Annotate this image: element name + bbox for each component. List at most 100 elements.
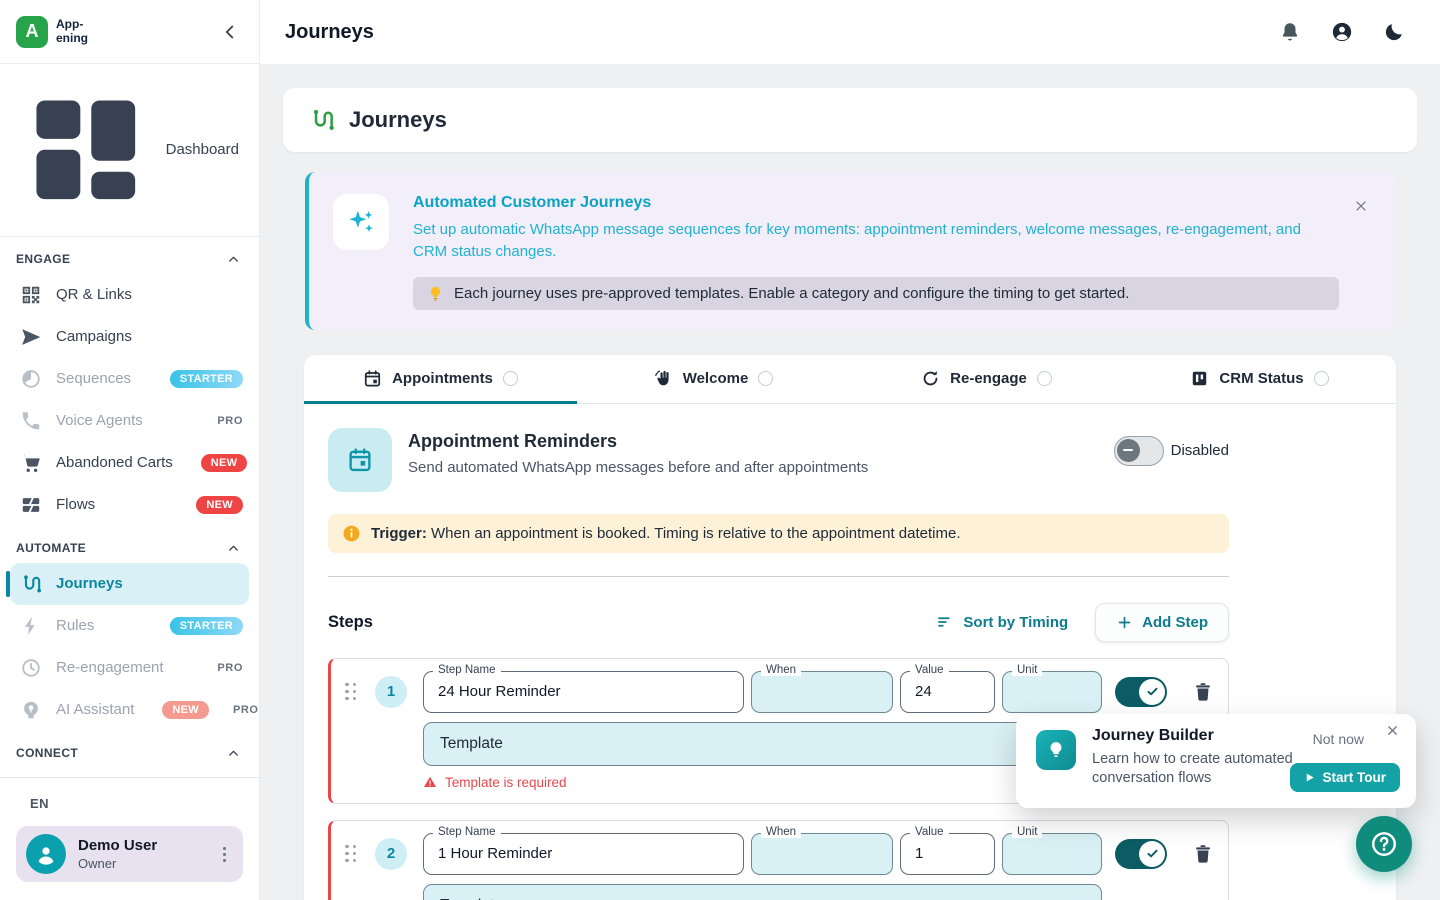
new-badge: NEW (196, 495, 243, 514)
step-unit-select[interactable]: Unit (1002, 663, 1102, 713)
avatar (26, 834, 66, 874)
tour-description: Learn how to create automated conversati… (1092, 751, 1293, 786)
step-name-input[interactable] (438, 683, 729, 700)
step-name-input[interactable] (438, 845, 729, 862)
step-unit-select[interactable]: Unit (1002, 825, 1102, 875)
sidebar-item-label: Voice Agents (56, 412, 143, 430)
trigger-text-wrap: Trigger: When an appointment is booked. … (371, 525, 960, 542)
step-value-field: Value (900, 825, 995, 875)
start-tour-label: Start Tour (1322, 770, 1387, 785)
step-number-badge: 2 (375, 837, 407, 870)
account-icon[interactable] (1331, 21, 1353, 43)
topbar: Journeys (260, 0, 1440, 64)
lightning-icon (25, 616, 35, 635)
step-when-select[interactable]: When (751, 825, 893, 875)
sidebar-item-ai-assistant[interactable]: AI Assistant NEW PRO (0, 689, 259, 731)
banner-title: Automated Customer Journeys (413, 194, 652, 211)
section-connect[interactable]: CONNECT (0, 731, 259, 768)
tab-appointments[interactable]: Appointments (304, 355, 577, 404)
trigger-info: Trigger: When an appointment is booked. … (328, 513, 1229, 553)
logo-line2: ening (56, 30, 88, 45)
start-tour-button[interactable]: Start Tour (1289, 763, 1400, 792)
delete-step-icon[interactable] (1192, 842, 1214, 866)
step-enabled-toggle[interactable] (1115, 838, 1167, 869)
close-icon[interactable] (1353, 198, 1369, 214)
sidebar-item-flows[interactable]: Flows NEW (0, 484, 259, 526)
sidebar-item-sequences[interactable]: Sequences STARTER (0, 358, 259, 400)
template-select[interactable]: Template (423, 883, 1102, 900)
person-icon (38, 847, 54, 865)
bell-icon[interactable] (1279, 21, 1301, 43)
section-engage[interactable]: ENGAGE (0, 237, 259, 274)
sidebar-item-label: AI Assistant (56, 701, 135, 719)
new-badge: NEW (162, 700, 209, 719)
sidebar-item-label: Flows (56, 496, 96, 514)
section-title: AUTOMATE (16, 541, 87, 556)
step-when-select[interactable]: When (751, 663, 893, 713)
page-content: Journeys Automated Customer Journeys Set… (260, 64, 1440, 900)
banner-body: Automated Customer Journeys Set up autom… (413, 194, 1369, 310)
sort-by-timing-button[interactable]: Sort by Timing (936, 613, 1068, 631)
journey-builder-tour-popup: Journey Builder Learn how to create auto… (1016, 714, 1416, 808)
appointments-panel: Appointment Reminders Send automated Wha… (304, 404, 1396, 900)
sidebar-item-inbox[interactable]: Inbox (0, 768, 259, 777)
main-area: Journeys Journeys Automated Customer Jou… (260, 0, 1440, 900)
sidebar-item-voice-agents[interactable]: Voice Agents PRO (0, 400, 259, 442)
sidebar-item-label: Abandoned Carts (56, 454, 173, 472)
journeys-icon (24, 574, 41, 593)
sidebar-item-label: Sequences (56, 370, 132, 388)
phone-icon (22, 411, 40, 429)
when-label: When (761, 663, 802, 676)
dark-mode-icon[interactable] (1383, 21, 1405, 43)
journeys-panel: Appointments Welcome Re-engage (304, 354, 1396, 900)
sidebar-item-campaigns[interactable]: Campaigns (0, 316, 259, 358)
add-step-button[interactable]: Add Step (1095, 602, 1229, 642)
tab-status-indicator (1036, 371, 1052, 386)
tour-bulb-icon (1036, 730, 1076, 770)
play-icon (1306, 773, 1314, 782)
language-selector[interactable]: EN (30, 796, 50, 811)
sidebar-item-rules[interactable]: Rules STARTER (0, 605, 259, 647)
sidebar-item-qr-links[interactable]: QR & Links (0, 274, 259, 316)
sidebar-item-abandoned-carts[interactable]: Abandoned Carts NEW (0, 442, 259, 484)
drag-handle-icon[interactable] (345, 682, 359, 701)
step-enabled-toggle[interactable] (1115, 676, 1167, 707)
check-icon (1147, 849, 1157, 858)
sidebar-item-journeys[interactable]: Journeys (6, 562, 249, 605)
step-value-input[interactable] (915, 683, 980, 700)
tour-dismiss-button[interactable]: Not now (1312, 731, 1364, 747)
sidebar-item-dashboard[interactable]: Dashboard (0, 64, 259, 237)
step-value-input[interactable] (915, 845, 980, 862)
banner-description: Set up automatic WhatsApp message sequen… (413, 221, 1301, 260)
tab-welcome[interactable]: Welcome (577, 355, 850, 403)
topbar-title: Journeys (285, 20, 374, 43)
step-card-1: 1 Step Name When Value (328, 657, 1229, 804)
banner-tip: Each journey uses pre-approved templates… (413, 276, 1339, 310)
sidebar-collapse-icon[interactable] (219, 21, 241, 43)
drag-handle-icon[interactable] (345, 844, 359, 863)
template-select[interactable]: Template (423, 721, 1102, 766)
tab-re-engage[interactable]: Re-engage (850, 355, 1123, 403)
step-name-label: Step Name (433, 663, 501, 676)
sort-label: Sort by Timing (963, 613, 1069, 631)
category-header: Appointment Reminders Send automated Wha… (328, 427, 1229, 492)
help-button[interactable] (1356, 816, 1412, 872)
user-menu-icon[interactable] (215, 846, 233, 862)
tab-crm-status[interactable]: CRM Status (1123, 355, 1396, 403)
section-automate[interactable]: AUTOMATE (0, 526, 259, 563)
delete-step-icon[interactable] (1192, 680, 1214, 704)
category-status-label: Disabled (1170, 442, 1229, 459)
category-enable-toggle[interactable] (1113, 435, 1164, 466)
sidebar-item-re-engagement[interactable]: Re-engagement PRO (0, 647, 259, 689)
pro-tag: PRO (232, 703, 259, 716)
close-icon[interactable] (1385, 723, 1400, 738)
topbar-icons (1279, 21, 1405, 43)
app-logo: A App- ening (16, 15, 88, 48)
category-toggle-wrap: Disabled (1113, 435, 1229, 466)
qr-icon (22, 286, 40, 303)
unit-label: Unit (1012, 663, 1043, 676)
user-name: Demo User (78, 837, 158, 854)
user-card[interactable]: Demo User Owner (16, 826, 243, 882)
template-label: Template (440, 734, 503, 752)
